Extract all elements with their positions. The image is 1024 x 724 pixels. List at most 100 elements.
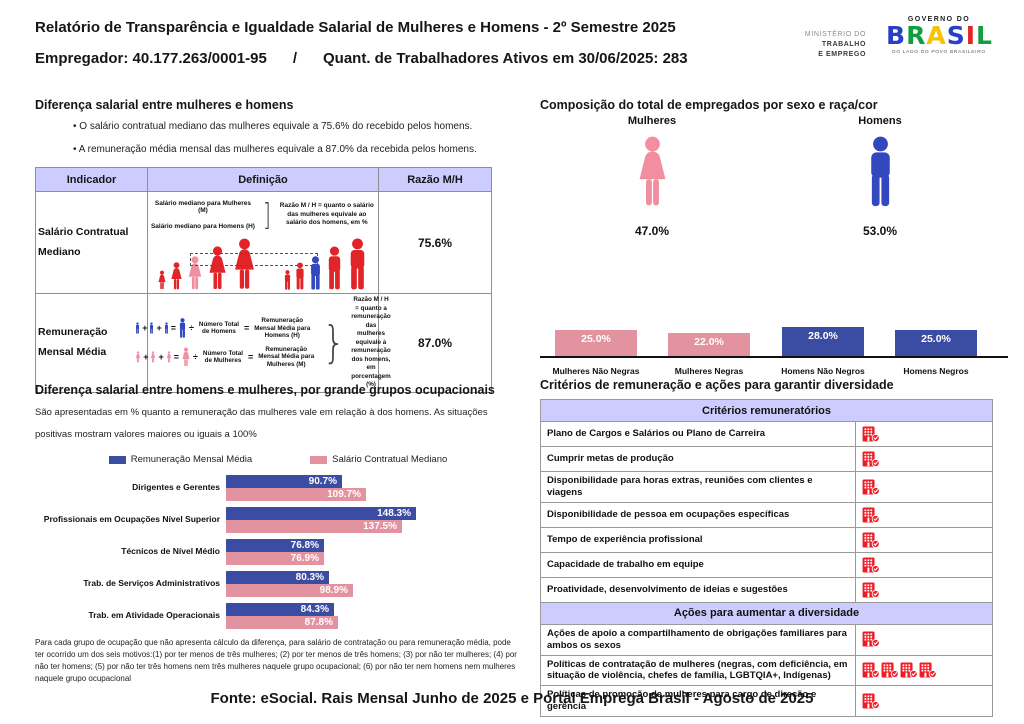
building-check-icon bbox=[862, 582, 880, 598]
criteria-row: Cumprir metas de produção bbox=[540, 446, 994, 472]
criteria-status bbox=[854, 623, 994, 656]
divide-glyph: ÷ bbox=[193, 352, 198, 363]
criteria-section-header: Critérios remuneratórios bbox=[539, 399, 994, 422]
criteria-row: Proatividade, desenvolvimento de ideias … bbox=[540, 576, 994, 603]
man-figure-icon bbox=[178, 318, 187, 338]
occupation-row: Dirigentes e Gerentes 90.7% 109.7% bbox=[35, 475, 521, 501]
report-subtitle: Empregador: 40.177.263/0001-95 / Quant. de… bbox=[35, 50, 815, 67]
criteria-tbody: Critérios remuneratórios Plano de Cargos … bbox=[539, 399, 994, 717]
building-check-icon bbox=[881, 662, 899, 678]
occupation-bars: 148.3% 137.5% bbox=[226, 507, 416, 533]
criteria-row: Disponibilidade para horas extras, reuni… bbox=[540, 471, 994, 503]
criteria-status bbox=[854, 526, 994, 553]
equals-glyph: = bbox=[243, 323, 250, 334]
indicator-average-pay: Remuneração Mensal Média bbox=[35, 293, 148, 393]
label-median-women: Salário mediano para Mulheres (M) bbox=[154, 200, 251, 214]
gov-logo-top: GOVERNO DO bbox=[907, 16, 971, 23]
occupation-subtitle: São apresentadas em % quanto a remuneraç… bbox=[35, 407, 488, 440]
num-total-men: Número Total de Homens bbox=[198, 320, 240, 336]
woman-figure-icon bbox=[166, 351, 172, 363]
race-bar-label: Mulheres Não Negras bbox=[552, 366, 640, 376]
criteria-status bbox=[854, 501, 994, 528]
woman-figure-icon bbox=[169, 262, 184, 290]
criteria-row: Tempo de experiência profissional bbox=[540, 526, 994, 553]
occupation-bar-blue: 148.3% bbox=[226, 507, 416, 520]
man-icon bbox=[865, 136, 896, 207]
criteria-status bbox=[854, 446, 994, 472]
occupation-row: Trab. de Serviços Administrativos 80.3% 98… bbox=[35, 571, 521, 597]
brasil-letter: S bbox=[946, 21, 965, 50]
occupation-legend: Remuneração Mensal Média Salário Contratu… bbox=[35, 454, 521, 465]
occupation-bar-pink: 137.5% bbox=[226, 520, 402, 533]
race-bar-label: Homens Negros bbox=[903, 366, 969, 376]
occupation-bars: 76.8% 76.9% bbox=[226, 539, 324, 565]
criteria-label: Cumprir metas de produção bbox=[540, 446, 856, 472]
man-figure-icon bbox=[283, 270, 292, 290]
woman-figure-icon bbox=[157, 270, 167, 290]
criteria-row: Capacidade de trabalho em equipe bbox=[540, 551, 994, 578]
occupation-category-label: Trab. de Serviços Administrativos bbox=[83, 578, 220, 589]
report-title: Relatório de Transparência e Igualdade S… bbox=[35, 19, 676, 36]
building-check-icon bbox=[862, 507, 880, 523]
indicator-table-header-row: Indicador Definição Razão M/H bbox=[35, 167, 492, 192]
legend-label: Salário Contratual Mediano bbox=[332, 454, 448, 465]
ministry-line3: E EMPREGO bbox=[818, 51, 866, 59]
man-figure-icon bbox=[135, 322, 140, 334]
num-total-women: Número Total de Mulheres bbox=[202, 349, 244, 365]
ratio-average-pay: 87.0% bbox=[378, 293, 492, 393]
occupation-row: Trab. em Atividade Operacionais 84.3% 87.8… bbox=[35, 603, 521, 629]
criteria-label: Políticas de contratação de mulheres (ne… bbox=[540, 654, 856, 687]
criteria-section: Critérios de remuneração e ações para ga… bbox=[539, 378, 1010, 717]
building-check-icon bbox=[900, 662, 918, 678]
report-header: Relatório de Transparência e Igualdade S… bbox=[35, 20, 815, 67]
criteria-label: Disponibilidade de pessoa em ocupações e… bbox=[540, 501, 856, 528]
occupation-title: Diferença salarial entre homens e mulher… bbox=[35, 383, 495, 397]
composition-female: Mulheres 47.0% bbox=[592, 115, 712, 238]
criteria-label: Capacidade de trabalho em equipe bbox=[540, 551, 856, 578]
race-bar-label: Mulheres Negras bbox=[674, 366, 744, 376]
criteria-section-header-row: Critérios remuneratórios bbox=[539, 399, 994, 422]
occupation-bar-pink: 87.8% bbox=[226, 616, 338, 629]
building-check-icon bbox=[862, 557, 880, 573]
table-row: Salário Contratual Mediano Salário media… bbox=[35, 191, 492, 294]
definition-average-pay: + + = ÷ Número Total de Homens = Remuner… bbox=[148, 293, 391, 393]
plus-glyph: + bbox=[156, 323, 162, 334]
occupation-bar-pink: 109.7% bbox=[226, 488, 366, 501]
criteria-row: Políticas de contratação de mulheres (ne… bbox=[540, 654, 994, 687]
building-check-icon bbox=[862, 532, 880, 548]
occupation-bar-pink: 98.9% bbox=[226, 584, 353, 597]
col-header-definicao: Definição bbox=[147, 167, 379, 192]
bullet-average-pay: A remuneração média mensal das mulheres … bbox=[73, 144, 521, 155]
criteria-section-header: Ações para aumentar a diversidade bbox=[539, 601, 994, 625]
occupation-category-label: Dirigentes e Gerentes bbox=[132, 482, 220, 493]
criteria-section-header-row: Ações para aumentar a diversidade bbox=[539, 601, 994, 625]
brasil-letter: R bbox=[906, 21, 926, 50]
male-label: Homens bbox=[858, 115, 902, 127]
criteria-row: Plano de Cargos e Salários ou Plano de C… bbox=[540, 421, 994, 447]
ratio-median-salary: 75.6% bbox=[378, 191, 492, 294]
legend-label: Remuneração Mensal Média bbox=[130, 454, 253, 465]
bullet-median-salary: O salário contratual mediano das mulhere… bbox=[73, 121, 521, 132]
man-figure-icon bbox=[164, 322, 169, 334]
plus-glyph: + bbox=[158, 352, 164, 363]
brace-glyph: } bbox=[323, 316, 346, 368]
woman-figure-icon bbox=[135, 351, 141, 363]
legend-item: Salário Contratual Mediano bbox=[310, 454, 447, 465]
brasil-letter: B bbox=[886, 21, 906, 50]
col-header-indicador: Indicador bbox=[35, 167, 148, 192]
criteria-status bbox=[854, 551, 994, 578]
employer-id: Empregador: 40.177.263/0001-95 bbox=[35, 50, 267, 67]
woman-icon bbox=[634, 136, 671, 207]
race-bar-label: Homens Não Negros bbox=[781, 366, 865, 376]
occupation-bars: 84.3% 87.8% bbox=[226, 603, 338, 629]
plus-glyph: + bbox=[142, 323, 148, 334]
race-bar: 28.0% bbox=[782, 327, 864, 358]
criteria-status bbox=[854, 654, 994, 687]
formula-women: + + = ÷ Número Total de Mulheres = Remun… bbox=[135, 346, 317, 369]
building-check-icon bbox=[862, 451, 880, 467]
criteria-title: Critérios de remuneração e ações para ga… bbox=[540, 378, 894, 392]
brasil-letter: A bbox=[926, 21, 946, 50]
equals-glyph: = bbox=[170, 323, 177, 334]
active-workers: Quant. de Trabalhadores Ativos em 30/06/… bbox=[322, 50, 688, 67]
source-footer: Fonte: eSocial. Rais Mensal Junho de 202… bbox=[210, 690, 814, 707]
